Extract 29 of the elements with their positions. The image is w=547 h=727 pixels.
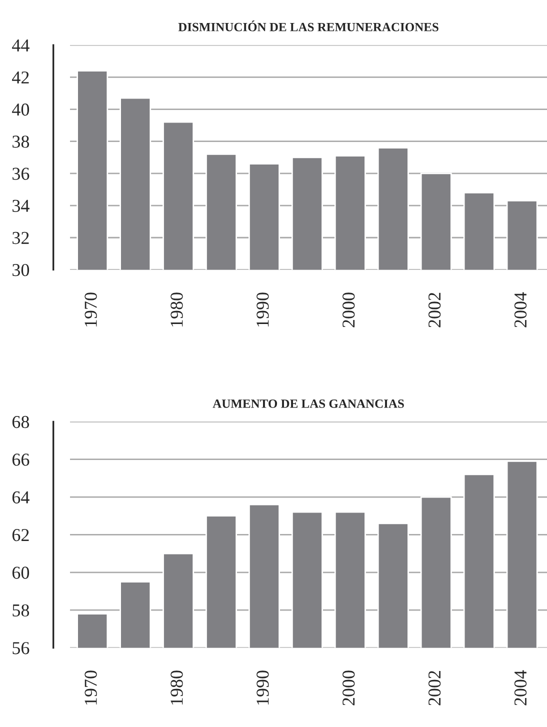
y-tick-label: 68 bbox=[12, 416, 30, 428]
x-tick-label: 1990 bbox=[256, 292, 269, 326]
x-tick-label: 1980 bbox=[170, 292, 183, 326]
y-tick-label: 32 bbox=[12, 232, 29, 244]
y-tick-label: 34 bbox=[12, 200, 30, 212]
y-tick-label: 44 bbox=[12, 39, 30, 52]
x-tick-label: 2004 bbox=[514, 292, 527, 328]
x-tick-label: 2004 bbox=[514, 670, 527, 706]
x-tick-label: 2002 bbox=[428, 292, 441, 328]
x-tick-label: 2002 bbox=[428, 670, 441, 706]
y-tick-label: 30 bbox=[12, 264, 30, 276]
y-tick-label: 58 bbox=[12, 604, 30, 617]
x-tick-label: 1990 bbox=[256, 670, 269, 704]
y-tick-label: 62 bbox=[12, 529, 29, 542]
x-tick-label: 1970 bbox=[84, 670, 97, 704]
y-tick-label: 36 bbox=[12, 168, 30, 180]
y-tick-label: 66 bbox=[12, 454, 30, 466]
x-tick-label: 2000 bbox=[342, 292, 355, 328]
y-tick-label: 40 bbox=[12, 104, 30, 116]
y-tick-label: 60 bbox=[12, 566, 30, 579]
x-tick-label: 1980 bbox=[170, 670, 183, 704]
chart-title: DISMINUCIÓN DE LAS REMUNERACIONES bbox=[178, 20, 438, 32]
x-tick-label: 2000 bbox=[342, 670, 355, 706]
y-tick-label: 42 bbox=[12, 71, 29, 84]
chart-title: AUMENTO DE LAS GANANCIAS bbox=[212, 399, 404, 408]
x-tick-label: 1970 bbox=[84, 292, 97, 326]
y-tick-label: 64 bbox=[12, 491, 30, 504]
y-tick-label: 38 bbox=[12, 136, 30, 148]
y-tick-label: 56 bbox=[12, 642, 30, 654]
